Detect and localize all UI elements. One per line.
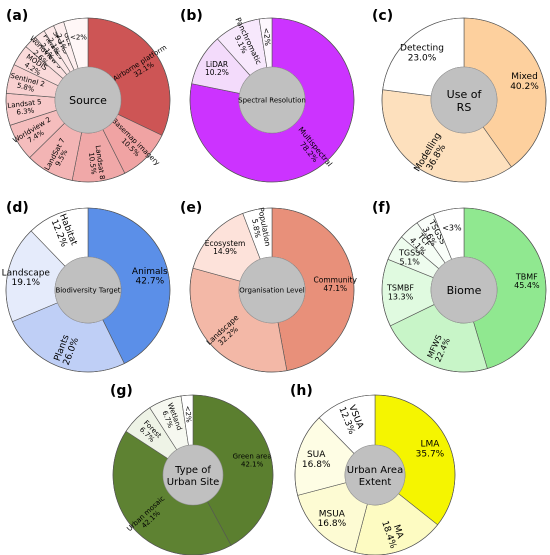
pie-hub <box>430 66 498 134</box>
slice-label-mixed: Mixed 40.2% <box>510 72 539 92</box>
pie-outline <box>381 17 547 183</box>
pie-chart-b: (b)Multispectral78.2%LiDAR 10.2%Panchroma… <box>180 8 355 183</box>
pie-hub <box>162 444 224 506</box>
slice-label-community: Community 47.1% <box>314 276 358 293</box>
pie-hub <box>430 256 498 324</box>
center-label: Biodiversity Target <box>55 286 120 294</box>
slice-label-landscape: Landscape 19.1% <box>2 268 51 288</box>
center-label: Use of RS <box>447 88 483 114</box>
slice-label-tgss: TGSS 5.1% <box>398 249 420 267</box>
panel-letter: (g) <box>110 383 133 399</box>
panel-letter: (c) <box>372 8 393 24</box>
center-label: Source <box>69 94 107 107</box>
pie-chart-e: (e)Community 47.1%Landscape32.2%Ecosystem… <box>180 200 358 373</box>
slice-label-animals: Animals 42.7% <box>132 267 168 287</box>
center-label: Spectral Resolution <box>238 96 306 104</box>
pie-outline <box>294 394 456 555</box>
center-label: Biome <box>447 284 482 297</box>
pie-hub <box>344 444 406 506</box>
slice-label-lma: LMA 35.7% <box>416 440 445 460</box>
pie-chart-d: (d)Animals 42.7%Plants26.0%Landscape 19.1%… <box>2 200 171 373</box>
slice-label-msua: MSUA 16.8% <box>318 509 347 529</box>
slice-label-2: <2% <box>70 34 87 42</box>
slice-label-3: <3% <box>442 223 462 232</box>
pie-hub <box>238 256 306 324</box>
slice-label-green-area: Green area 42.1% <box>233 453 272 469</box>
panel-letter: (d) <box>6 200 29 216</box>
slice-label-lidar: LiDAR 10.2% <box>205 60 229 77</box>
pie-outline <box>381 207 547 373</box>
pie-outline <box>112 394 274 555</box>
pie-outline <box>189 207 355 373</box>
panel-letter: (f) <box>372 200 391 216</box>
panel-letter: (b) <box>180 8 203 24</box>
pie-chart-h: (h)LMA 35.7%MA18.4%MSUA 16.8%SUA 16.8%VSUA1… <box>290 383 456 555</box>
slice-label-landsat-5: Landsat 56.3% <box>7 98 43 118</box>
slice-label-detecting: Detecting 23.0% <box>400 44 444 64</box>
panel-letter: (e) <box>180 200 202 216</box>
panel-letter: (h) <box>290 383 313 399</box>
slice-label-landsat-8: Landsat 810.5% <box>86 145 106 181</box>
slice-label-ecosystem: Ecosystem 14.9% <box>205 239 246 256</box>
pie-hub <box>54 256 122 324</box>
pie-hub <box>54 66 122 134</box>
pie-outline <box>5 207 171 373</box>
pie-chart-a: (a)Airborne platform32.1%Basemap imagery… <box>5 8 171 183</box>
slice-label-tbmf: TBMF 45.4% <box>514 272 540 290</box>
center-label: Type of Urban Site <box>167 465 220 488</box>
slice-label-2: <2% <box>183 405 192 423</box>
pie-hub <box>238 66 306 134</box>
pie-outline <box>189 17 355 183</box>
pie-chart-f: (f)TBMF 45.4%MFWS22.4%TSMBF 13.3%TGSS 5.1%T… <box>372 200 547 373</box>
slice-label-tsmbf: TSMBF 13.3% <box>386 284 414 302</box>
slice-label-sua: SUA 16.8% <box>302 450 331 470</box>
panel-letter: (a) <box>6 8 28 24</box>
center-label: Organisation Level <box>239 286 304 294</box>
slice-label-2: <2% <box>262 27 272 46</box>
center-label: Urban Area Extent <box>347 465 403 488</box>
pie-chart-g: (g)Green area 42.1%Urban mosaic42.1%Fores… <box>110 383 274 555</box>
pie-outline <box>5 17 171 183</box>
pie-chart-c: (c)Mixed 40.2%Modelling36.8%Detecting 23.0… <box>372 8 547 183</box>
